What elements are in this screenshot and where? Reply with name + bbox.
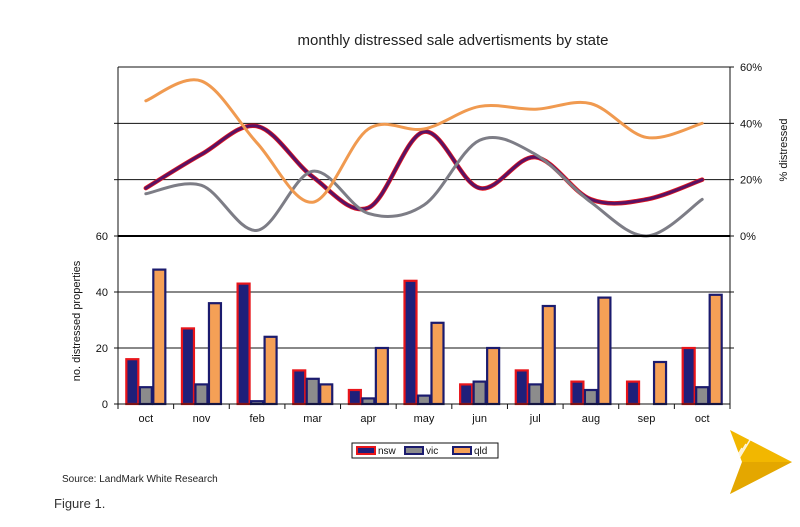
bar-qld-nov bbox=[207, 302, 223, 406]
landmark-logo-icon bbox=[717, 430, 792, 494]
bar-qld-may bbox=[430, 321, 445, 406]
left-tick-label: 40 bbox=[96, 287, 108, 299]
source-note: Source: LandMark White Research bbox=[62, 474, 218, 485]
bar-qld-mar bbox=[319, 383, 334, 406]
bar-nsw-jun bbox=[459, 383, 474, 406]
right-tick-label: 20% bbox=[740, 175, 762, 187]
bar-nsw-mar bbox=[292, 369, 307, 406]
legend-swatch-qld bbox=[452, 446, 472, 455]
x-tick-label: feb bbox=[249, 413, 264, 425]
line-vic bbox=[144, 135, 704, 238]
bar-vic-jun bbox=[472, 380, 487, 406]
bar-vic-jul bbox=[528, 383, 543, 406]
legend: nsw vic qld bbox=[351, 442, 499, 459]
x-tick-label: jun bbox=[471, 413, 487, 425]
bar-series bbox=[125, 268, 723, 406]
x-tick-label: oct bbox=[138, 413, 153, 425]
chart-title: monthly distressed sale advertisments by… bbox=[298, 32, 609, 49]
bar-vic-mar bbox=[305, 377, 320, 406]
bar-qld-feb bbox=[263, 335, 278, 406]
right-tick-label: 40% bbox=[740, 118, 762, 130]
bar-qld-jun bbox=[486, 346, 501, 406]
x-tick-label: sep bbox=[638, 413, 656, 425]
line-qld bbox=[144, 78, 704, 204]
bar-qld-apr bbox=[374, 346, 389, 406]
bar-vic-aug bbox=[583, 388, 599, 406]
bar-vic-nov bbox=[194, 383, 209, 406]
bar-nsw-oct bbox=[681, 346, 696, 406]
right-axis-label: % distressed bbox=[778, 119, 790, 182]
bar-nsw-may bbox=[403, 279, 418, 406]
logo-triangle-shade bbox=[730, 462, 792, 494]
bar-vic-apr bbox=[361, 397, 376, 406]
x-tick-label: mar bbox=[303, 413, 322, 425]
x-tick-label: may bbox=[414, 413, 435, 425]
bar-nsw-aug bbox=[570, 380, 585, 406]
chart-axes bbox=[114, 66, 734, 409]
x-tick-label: apr bbox=[360, 413, 376, 425]
legend-swatch-vic bbox=[404, 446, 424, 455]
bar-qld-oct bbox=[708, 293, 723, 406]
left-tick-label: 0 bbox=[102, 399, 108, 411]
logo-stripes bbox=[717, 439, 751, 489]
x-tick-label: oct bbox=[695, 413, 710, 425]
bar-qld-oct bbox=[152, 268, 167, 406]
left-axis-label: no. distressed properties bbox=[71, 260, 83, 381]
line-nsw-outline bbox=[143, 123, 705, 212]
bar-nsw-feb bbox=[236, 282, 251, 406]
bar-vic-oct bbox=[695, 386, 710, 406]
legend-label-vic: vic bbox=[426, 446, 438, 457]
legend-label-qld: qld bbox=[474, 446, 487, 457]
x-tick-label: nov bbox=[193, 413, 211, 425]
figure-caption: Figure 1. bbox=[54, 496, 106, 511]
x-tick-label: aug bbox=[582, 413, 600, 425]
bar-qld-sep bbox=[652, 360, 668, 406]
bar-nsw-jul bbox=[514, 369, 529, 406]
x-tick-label: jul bbox=[529, 413, 541, 425]
right-tick-label: 0% bbox=[740, 231, 756, 243]
bar-nsw-oct bbox=[125, 358, 140, 406]
bar-vic-oct bbox=[138, 386, 153, 406]
line-nsw bbox=[144, 124, 704, 211]
left-tick-label: 20 bbox=[96, 343, 108, 355]
bar-nsw-nov bbox=[180, 327, 196, 406]
bar-qld-aug bbox=[597, 296, 612, 406]
tick-labels: oct nov feb mar apr may jun jul aug sep oct 0 20 40 60… bbox=[96, 62, 762, 425]
line-series bbox=[143, 78, 705, 238]
legend-swatch-nsw bbox=[356, 446, 376, 455]
bar-vic-may bbox=[416, 394, 432, 406]
bar-nsw-sep bbox=[625, 380, 641, 406]
right-tick-label: 60% bbox=[740, 62, 762, 74]
left-tick-label: 60 bbox=[96, 231, 108, 243]
legend-label-nsw: nsw bbox=[378, 446, 397, 457]
bar-qld-jul bbox=[541, 304, 556, 406]
bar-nsw-apr bbox=[347, 388, 362, 406]
